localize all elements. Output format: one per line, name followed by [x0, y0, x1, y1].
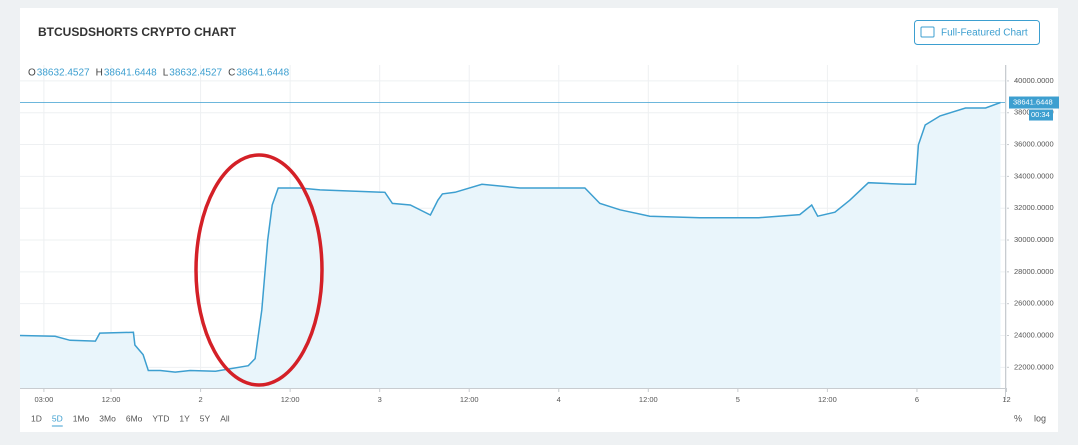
price-line [19, 101, 1001, 373]
button-label[interactable]: Full-Featured Chart [941, 28, 1028, 39]
y-tick-label: 34000.0000 [1014, 171, 1054, 180]
x-tick-label: 12:00 [818, 395, 837, 404]
y-tick-label: 26000.0000 [1014, 299, 1054, 308]
y-tick-label: 22000.0000 [1014, 362, 1054, 371]
y-tick-label: 24000.0000 [1014, 330, 1054, 339]
countdown-label: 00:34 [1031, 110, 1050, 119]
plot: 22000.0000 24000.0000 26000.0000 28000.0000… [19, 65, 1054, 404]
range-button[interactable]: 6Mo [126, 413, 143, 423]
ohlc-key: H [96, 68, 103, 79]
last-price-box [1009, 96, 1059, 109]
range-button[interactable]: 1D [31, 413, 42, 423]
x-tick-label: 12:00 [460, 395, 479, 404]
ohlc-value: 38641.6448 [104, 68, 157, 79]
x-tick-label: 2 [198, 395, 202, 404]
y-tick-label: 32000.0000 [1014, 203, 1054, 212]
annotation-ellipse [194, 153, 324, 387]
ohlc-value: 38632.4527 [37, 68, 90, 79]
x-tick-label: 12:00 [281, 395, 300, 404]
x-tick-label: 6 [915, 395, 919, 404]
x-tick-label: 4 [557, 395, 561, 404]
range-button[interactable]: 3Mo [99, 413, 116, 423]
full-chart-button[interactable]: Full-Featured Chart [914, 20, 1040, 45]
chart-title: BTCUSDSHORTS CRYPTO CHART [38, 25, 237, 39]
ohlc-value: 38641.6448 [236, 68, 289, 79]
x-tick-label: 03:00 [34, 395, 53, 404]
button-icon[interactable] [920, 26, 935, 38]
y-tick-label: 40000.0000 [1014, 76, 1054, 85]
x-tick-label: 3 [378, 395, 382, 404]
scale-button[interactable]: % [1014, 413, 1022, 423]
range-button[interactable]: 1Mo [73, 413, 90, 423]
y-tick-label: 30000.0000 [1014, 235, 1054, 244]
range-button[interactable]: 1Y [179, 413, 190, 423]
last-price-label: 38641.6448 [1013, 98, 1053, 107]
x-tick-label: 5 [736, 395, 740, 404]
ohlc-key: O [28, 68, 36, 79]
ohlc-value: 38632.4527 [169, 68, 222, 79]
range-button[interactable]: 5Y [200, 413, 211, 423]
y-tick-label: 28000.0000 [1014, 267, 1054, 276]
button-frame[interactable] [914, 20, 1040, 45]
range-button[interactable]: All [220, 413, 230, 423]
countdown-box [1029, 109, 1053, 121]
ohlc-key: C [228, 68, 235, 79]
x-tick-label: 12:00 [639, 395, 658, 404]
range-button[interactable]: YTD [152, 413, 169, 423]
area [20, 102, 1001, 388]
x-tick-label: 12 [1002, 395, 1010, 404]
range-button[interactable]: 5D [52, 413, 63, 423]
scale-button[interactable]: log [1034, 413, 1046, 423]
y-tick-label: 36000.0000 [1014, 140, 1054, 149]
x-tick-label: 12:00 [102, 395, 121, 404]
ohlc-key: L [163, 68, 169, 79]
